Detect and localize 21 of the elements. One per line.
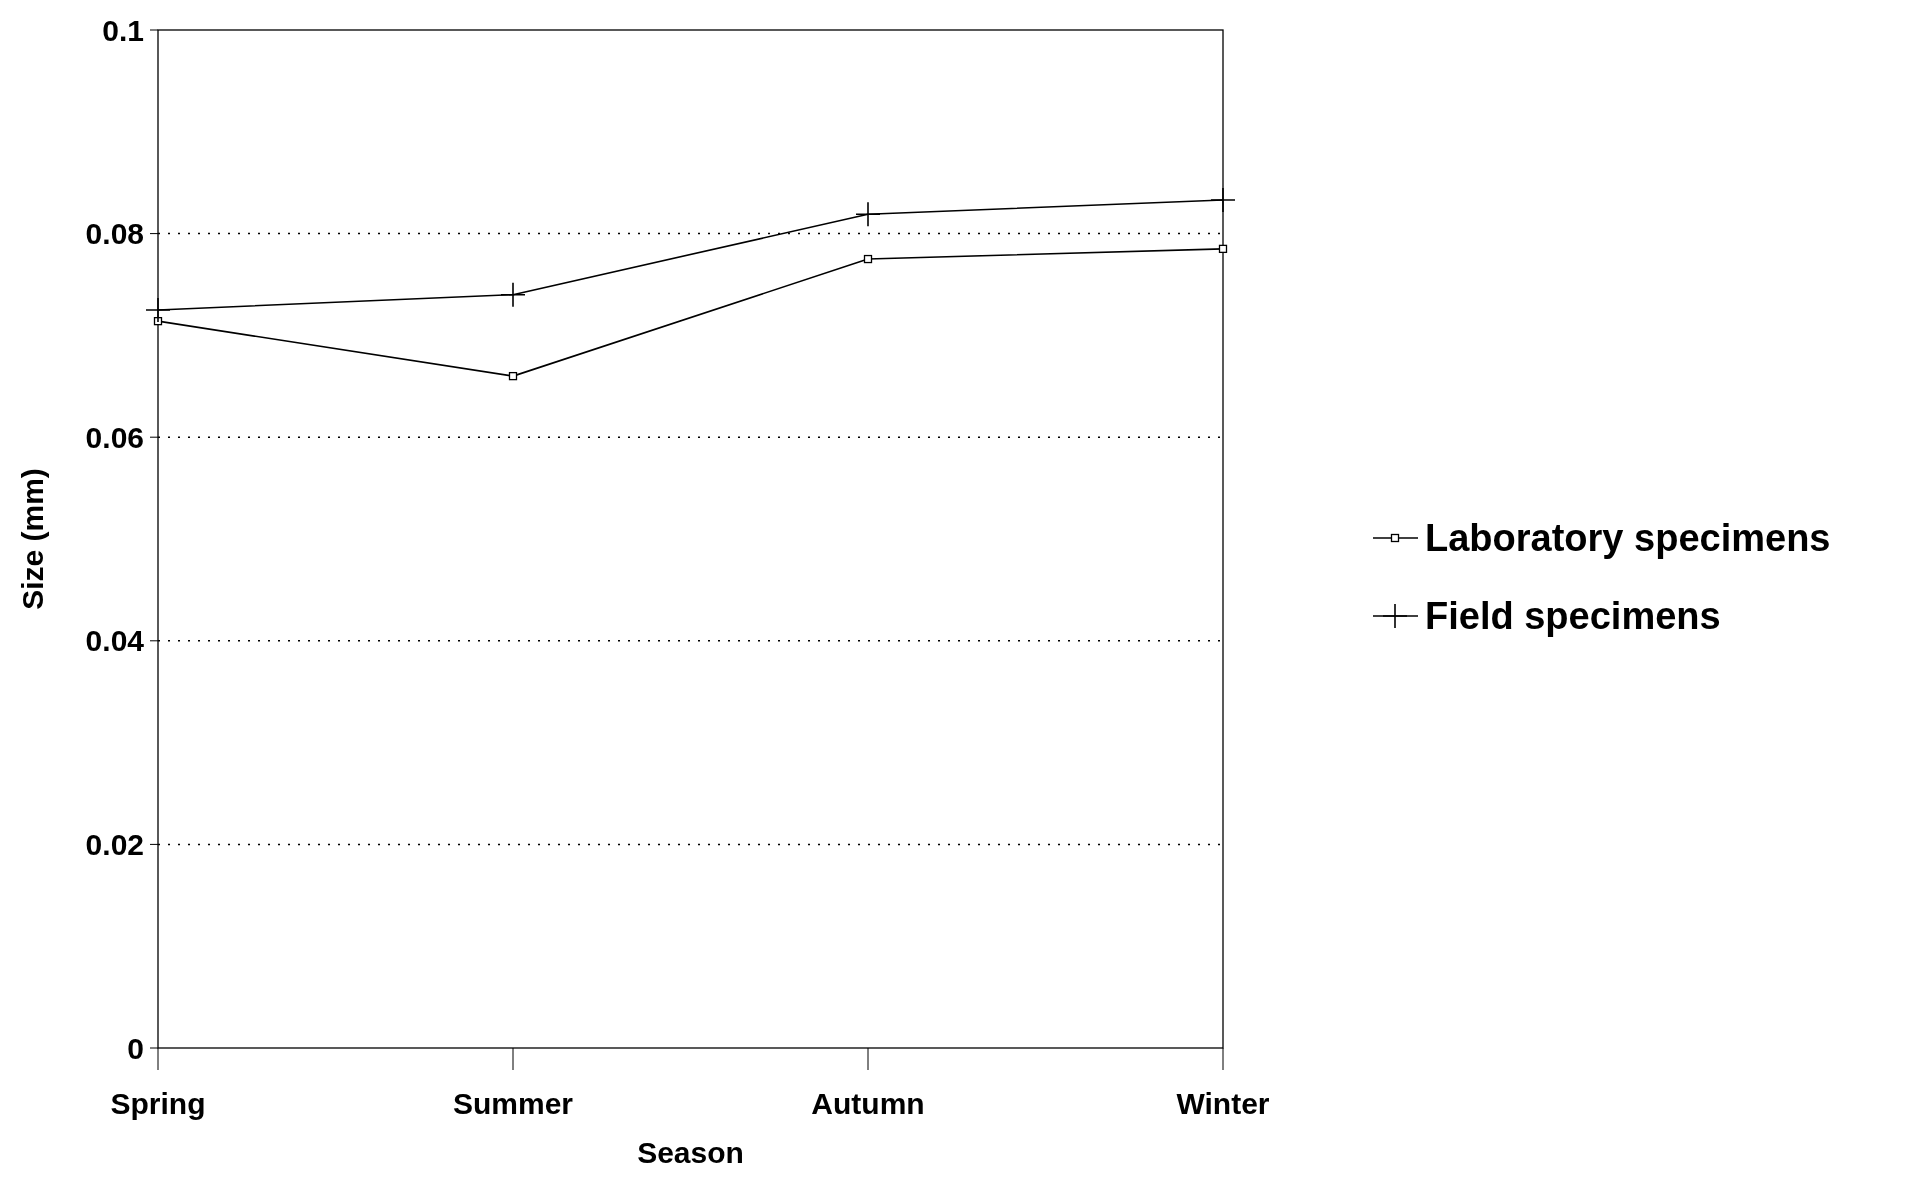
y-tick-label: 0.06 — [85, 420, 144, 454]
y-tick-label: 0.02 — [85, 827, 144, 861]
point — [1218, 244, 1228, 254]
point — [146, 297, 170, 322]
point — [501, 282, 525, 307]
x-tick-label: Spring — [110, 1087, 206, 1120]
point — [1211, 188, 1235, 213]
x-axis-title: Season — [637, 1136, 744, 1169]
y-tick-label: 0.1 — [102, 13, 144, 47]
legend-label: Field specimens — [1425, 595, 1721, 638]
y-tick-label: 0 — [127, 1031, 144, 1065]
y-tick-label: 0.04 — [85, 624, 145, 658]
y-tick-label: 0.08 — [85, 217, 144, 251]
point — [863, 254, 873, 264]
y-axis-title: Size (mm) — [16, 468, 49, 610]
point — [856, 202, 880, 227]
x-tick-label: Winter — [1176, 1087, 1270, 1120]
x-tick-label: Autumn — [811, 1087, 925, 1120]
point — [508, 371, 518, 381]
x-tick-label: Summer — [452, 1087, 574, 1120]
legend-label: Laboratory specimens — [1425, 517, 1831, 560]
